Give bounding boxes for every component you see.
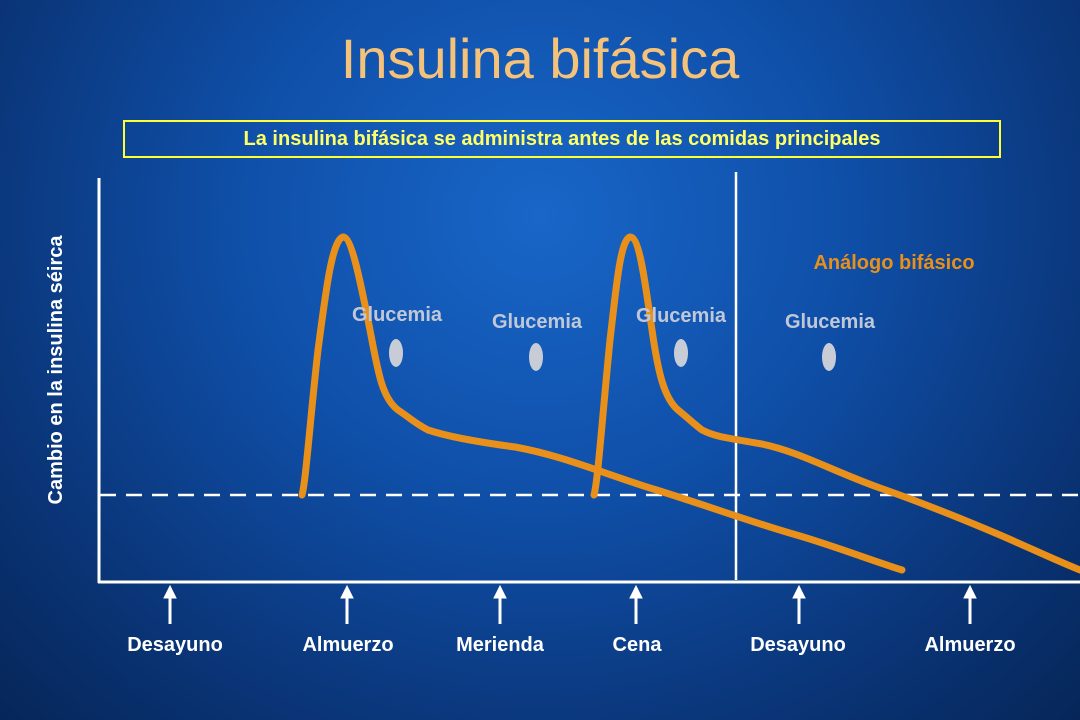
insulin-curve-1 — [298, 233, 906, 574]
glucose-drop-icon — [389, 339, 403, 367]
up-arrow-icon — [493, 584, 507, 624]
meal-label-almuerzo-1: Almuerzo — [302, 634, 394, 656]
up-arrow-icon — [792, 584, 806, 624]
glucose-drop-icon — [674, 339, 688, 367]
up-arrow-icon — [163, 584, 177, 624]
series-label: Análogo bifásico — [813, 252, 974, 274]
glucose-label: Glucemia — [352, 304, 443, 326]
up-arrow-icon — [629, 584, 643, 624]
slide-title: Insulina bifásica — [340, 27, 740, 90]
insulin-curve-2 — [590, 233, 1080, 574]
subtitle-box: La insulina bifásica se administra antes… — [123, 120, 1001, 158]
glucose-label: Glucemia — [785, 311, 876, 333]
meal-label-merienda: Merienda — [456, 634, 544, 656]
glucose-drop-icon — [822, 343, 836, 371]
glucose-label: Glucemia — [636, 305, 727, 327]
up-arrow-icon — [340, 584, 354, 624]
meal-label-desayuno-1: Desayuno — [127, 634, 223, 656]
meal-label-cena: Cena — [612, 634, 662, 656]
meal-label-almuerzo-2: Almuerzo — [924, 634, 1016, 656]
glucose-drop-icon — [529, 343, 543, 371]
up-arrow-icon — [963, 584, 977, 624]
glucose-label: Glucemia — [492, 311, 583, 333]
meal-label-desayuno-2: Desayuno — [750, 634, 846, 656]
